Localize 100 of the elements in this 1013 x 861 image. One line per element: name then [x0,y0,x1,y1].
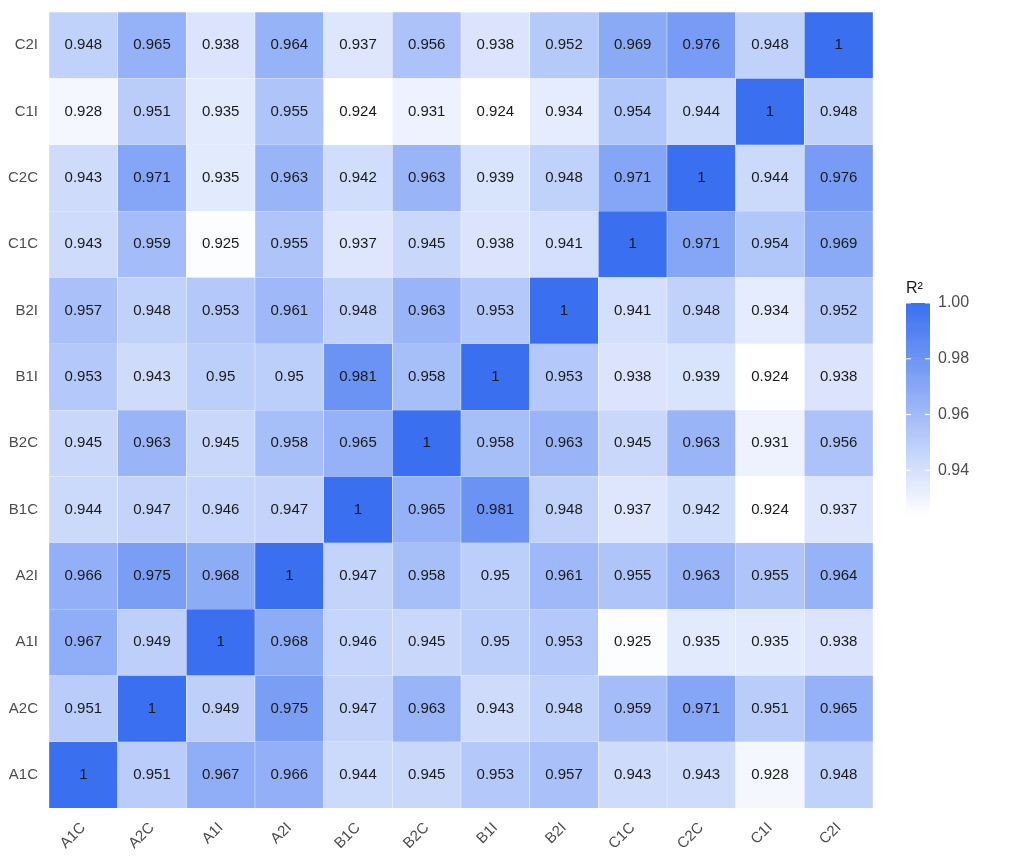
data-label: 0.95 [274,367,304,384]
data-label: 0.954 [751,234,789,252]
data-label: 0.963 [133,433,171,451]
data-label: 0.951 [133,101,171,119]
data-label: 0.966 [270,765,309,783]
data-label: 0.953 [476,300,515,318]
data-label: 0.937 [339,35,377,53]
data-label: 0.944 [64,499,103,517]
data-label: 0.948 [751,35,789,53]
data-label: 0.966 [64,566,103,584]
data-label: 0.955 [270,234,309,252]
data-label: 0.939 [476,167,515,185]
data-label: 0.944 [339,765,377,783]
x-tick-label: A1I [197,818,226,847]
data-label: 0.948 [133,300,171,318]
data-label: 1 [765,101,775,119]
data-label: 0.958 [476,433,515,451]
data-label: 0.969 [819,234,858,252]
data-label: 0.963 [407,698,446,716]
data-label: 0.981 [339,367,377,384]
data-label: 0.948 [545,698,583,716]
data-label: 0.971 [133,167,171,185]
data-label: 0.955 [270,101,309,119]
color-bar-label: 0.94 [938,460,970,478]
data-label: 0.943 [613,765,652,783]
data-label: 0.958 [407,566,446,584]
data-label: 0.942 [682,499,721,517]
data-label: 0.953 [545,367,583,384]
data-label: 0.947 [133,499,171,517]
data-label: 0.925 [613,632,652,650]
data-label: 0.95 [206,367,236,384]
data-label: 0.975 [270,698,309,716]
data-label: 0.959 [613,698,652,716]
data-label: 0.953 [545,632,583,650]
x-tick-label: B1C [330,818,364,852]
data-label: 1 [628,234,637,252]
data-label: 0.976 [819,167,858,185]
data-label: 0.928 [64,101,103,119]
data-label: 0.942 [339,167,377,185]
data-label: 0.948 [545,499,583,517]
data-label: 0.935 [201,101,240,119]
data-label: 0.937 [339,234,377,252]
data-label: 0.925 [201,234,240,252]
data-label: 0.944 [751,167,789,185]
x-tick-label: C1I [746,818,776,847]
data-label: 0.928 [751,765,789,783]
data-label: 0.949 [201,698,240,716]
data-label: 0.945 [407,632,446,650]
data-label: 1 [491,367,500,384]
data-label: 0.943 [64,234,103,252]
data-label: 0.975 [133,566,171,584]
y-tick-label: C1C [7,234,39,252]
data-label: 0.954 [613,101,652,119]
data-label: 0.945 [407,765,446,783]
data-label: 0.934 [545,101,583,119]
x-tick-label: C2I [815,818,844,847]
data-label: 0.938 [819,367,858,384]
data-label: 0.946 [339,632,377,650]
x-tick-label: B2I [541,818,570,847]
data-label: 0.937 [819,499,858,517]
data-label: 0.949 [133,632,171,650]
data-label: 1 [79,765,88,783]
data-label: 0.968 [201,566,240,584]
color-bar-label: 0.96 [938,404,970,422]
data-label: 0.948 [545,167,583,185]
data-label: 0.957 [545,765,583,783]
y-tick-label: A1C [8,765,39,783]
data-label: 0.95 [480,566,510,584]
data-label: 0.976 [682,35,721,53]
data-label: 0.963 [407,300,446,318]
data-label: 0.948 [819,765,858,783]
data-label: 0.931 [751,433,789,451]
data-label: 1 [147,698,157,716]
data-label: 0.953 [201,300,240,318]
data-label: 1 [285,566,294,584]
data-label: 0.948 [682,300,721,318]
data-label: 0.967 [64,632,103,650]
data-label: 0.956 [407,35,446,53]
data-label: 0.95 [480,632,510,650]
data-label: 0.961 [270,300,309,318]
data-label: 0.981 [476,499,515,517]
data-label: 0.969 [613,35,652,53]
data-label: 1 [353,499,363,517]
data-label: 0.963 [270,167,309,185]
data-label: 0.945 [201,433,240,451]
data-label: 0.965 [819,698,858,716]
data-label: 1 [216,632,225,650]
data-label: 0.965 [339,433,377,451]
data-label: 0.943 [133,367,171,384]
data-label: 0.948 [64,35,103,53]
data-label: 0.952 [545,35,583,53]
data-label: 0.941 [613,300,652,318]
data-label: 0.947 [270,499,309,517]
data-label: 0.963 [682,566,721,584]
data-label: 0.924 [751,499,789,517]
data-label: 0.924 [476,101,515,119]
y-tick-label: B1I [15,367,39,384]
color-bar-label: 1.00 [938,293,970,311]
data-label: 0.935 [751,632,789,650]
data-label: 0.938 [476,234,515,252]
